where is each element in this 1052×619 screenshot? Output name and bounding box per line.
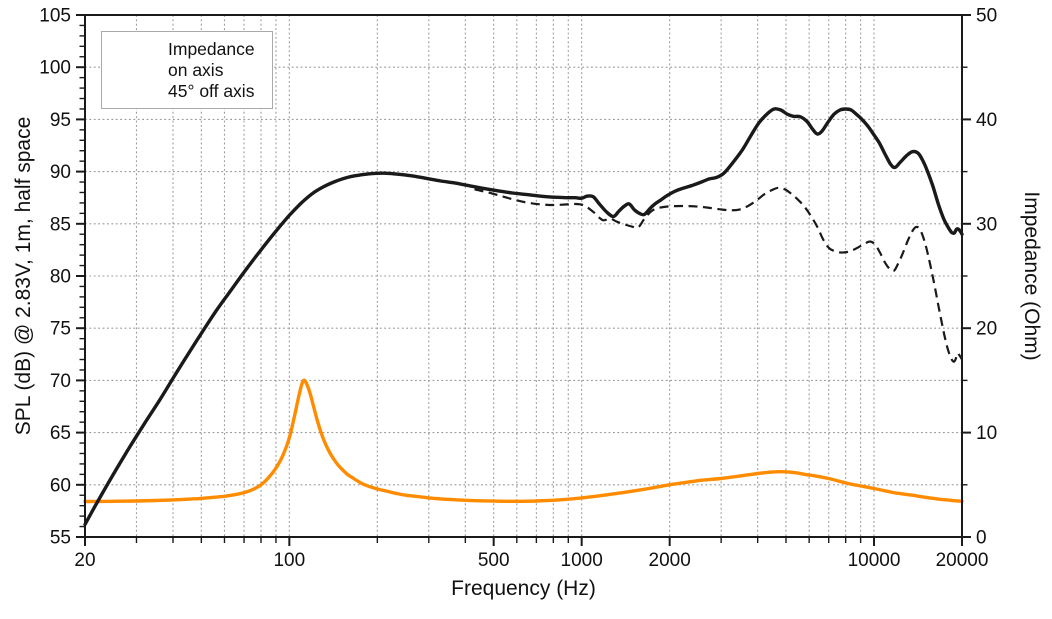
y-left-tick-label: 65 (50, 423, 71, 444)
y-left-tick-label: 85 (50, 214, 71, 235)
legend-label-on-axis: on axis (168, 59, 224, 80)
y-left-tick-label: 95 (50, 110, 71, 131)
series-curve-45-off-axis (474, 186, 963, 363)
x-tick-label: 1000 (561, 550, 603, 571)
y-left-tick-label: 70 (50, 371, 71, 392)
legend-label-impedance: Impedance (168, 38, 255, 59)
y-left-tick-label: 105 (39, 6, 71, 27)
y-left-tick-label: 75 (50, 319, 71, 340)
y-left-tick-label: 100 (39, 58, 71, 79)
y-right-tick-label: 10 (976, 423, 997, 444)
right-axis-title: Impedance (Ohm) (1020, 191, 1043, 361)
legend-item-off-axis: 45° off axis (113, 81, 255, 101)
x-axis-title: Frequency (Hz) (451, 577, 596, 600)
y-right-tick-label: 20 (976, 319, 997, 340)
x-tick-label: 500 (478, 550, 510, 571)
legend-item-on-axis: on axis (113, 60, 255, 80)
left-axis-title: SPL (dB) @ 2.83V, 1m, half space (12, 116, 35, 436)
y-left-tick-label: 90 (50, 162, 71, 183)
y-right-tick-label: 30 (976, 214, 997, 235)
y-right-tick-label: 0 (976, 528, 987, 549)
series-curve-on-axis (83, 107, 964, 527)
y-right-tick-label: 40 (976, 110, 997, 131)
x-tick-label: 100 (273, 550, 305, 571)
x-tick-label: 2000 (649, 550, 691, 571)
tick-labels-layer: 20 100 500 1000 2000 10000 2000055606570758085… (39, 6, 997, 572)
y-left-tick-label: 60 (50, 475, 71, 496)
x-tick-label: 10000 (848, 550, 901, 571)
legend-item-impedance: Impedance (113, 39, 255, 59)
series-curve-impedance (83, 378, 964, 504)
y-left-tick-label: 80 (50, 267, 71, 288)
x-tick-label: 20 (74, 550, 95, 571)
legend-label-off-axis: 45° off axis (168, 80, 255, 101)
curves-layer (83, 107, 964, 527)
x-tick-label: 20000 (936, 550, 989, 571)
ticks-layer (76, 14, 971, 546)
legend: Impedance on axis 45° off axis (101, 31, 273, 109)
y-right-tick-label: 50 (976, 6, 997, 27)
y-left-tick-label: 55 (50, 528, 71, 549)
